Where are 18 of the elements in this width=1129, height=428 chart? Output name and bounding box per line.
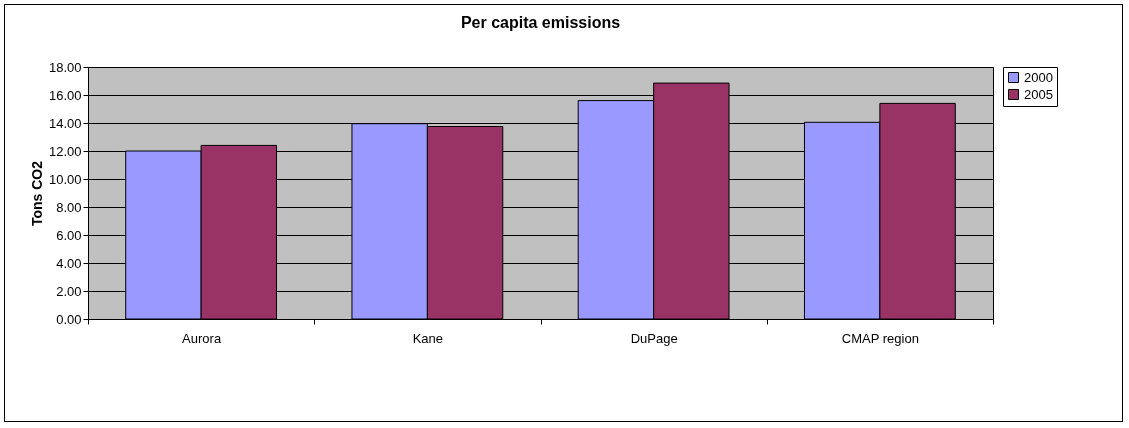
y-tick-label: 6.00 <box>56 227 82 243</box>
x-tick-label: Aurora <box>182 330 222 346</box>
y-tick-label: 10.00 <box>48 171 82 187</box>
y-tick-label: 0.00 <box>56 311 82 327</box>
y-tick-label: 18.00 <box>48 59 82 75</box>
y-tick-label: 12.00 <box>48 143 82 159</box>
legend-label: 2005 <box>1024 86 1053 102</box>
x-tick-label: Kane <box>412 330 444 346</box>
y-tick-label: 14.00 <box>48 115 82 131</box>
x-tick-label: CMAP region <box>841 330 919 346</box>
y-tick-label: 4.00 <box>56 255 82 271</box>
y-tick-label: 2.00 <box>56 283 82 299</box>
x-tick-label: DuPage <box>630 330 678 346</box>
legend-label: 2000 <box>1024 69 1053 85</box>
chart-title: Per capita emissions <box>460 14 621 31</box>
y-axis-title: Tons CO2 <box>28 160 45 227</box>
y-tick-label: 16.00 <box>48 87 82 103</box>
y-tick-label: 8.00 <box>56 199 82 215</box>
